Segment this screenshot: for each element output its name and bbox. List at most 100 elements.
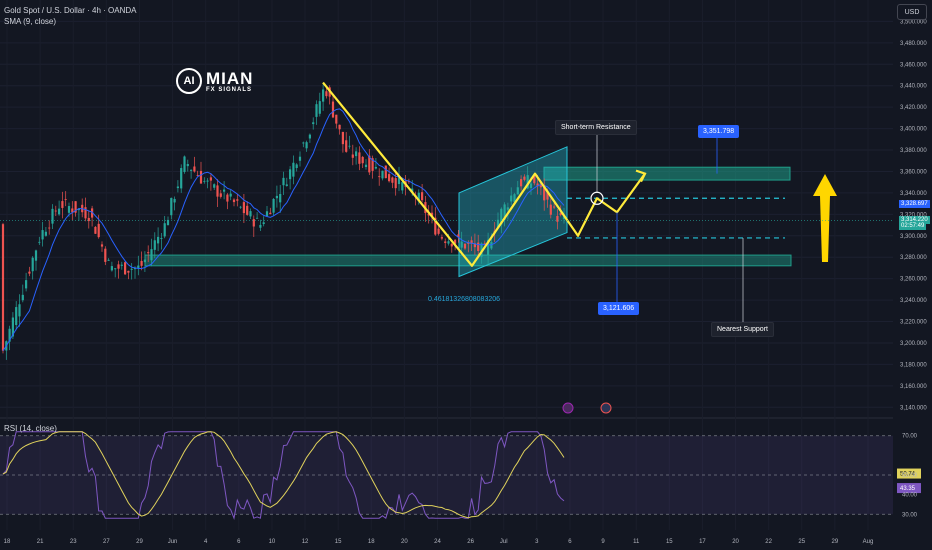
price-tick-label: 3,480.000	[900, 41, 927, 47]
candle-body	[265, 211, 269, 217]
candles	[1, 84, 566, 360]
candle-body	[28, 271, 31, 274]
candle-body	[322, 89, 325, 102]
candle-body	[562, 216, 566, 219]
candle-body	[120, 264, 123, 266]
candle-body	[180, 168, 183, 189]
price-tick-label: 3,380.000	[900, 148, 927, 154]
logo-badge: AI	[176, 68, 202, 94]
candle-body	[110, 266, 113, 271]
candle-body	[454, 239, 457, 244]
target-low-label: 3,121.606	[598, 302, 640, 315]
candle-body	[196, 174, 199, 176]
candle-body	[529, 183, 533, 188]
candle-body	[269, 212, 272, 215]
price-tick-label: 3,420.000	[900, 105, 927, 111]
candle-body	[193, 166, 196, 172]
candle-body	[559, 212, 562, 215]
candle-body	[206, 180, 209, 182]
event-icon	[562, 402, 574, 414]
candle-body	[450, 243, 453, 247]
candle-body	[190, 169, 193, 171]
candle-body	[229, 193, 232, 197]
rsi-value-tag: 43.35	[897, 483, 921, 494]
price-tick-label: 3,360.000	[900, 169, 927, 175]
resistance-callout: Short-term Resistance	[555, 120, 637, 135]
resistance-zone	[543, 166, 791, 181]
candle-body	[239, 206, 242, 208]
time-tick-label: 15	[666, 539, 673, 545]
candle-body	[153, 240, 156, 250]
us-flag-icon	[600, 402, 612, 414]
candle-body	[203, 180, 206, 182]
candle-body	[282, 177, 285, 186]
candle-body	[407, 181, 410, 183]
candle-body	[183, 156, 186, 172]
candle-body	[259, 224, 262, 228]
candle-body	[275, 195, 278, 199]
candle-body	[510, 195, 513, 202]
candle-body	[378, 176, 381, 178]
time-tick-label: Jul	[500, 539, 508, 545]
time-tick-label: 24	[434, 539, 441, 545]
candle-body	[8, 328, 11, 342]
candle-body	[302, 142, 305, 144]
candle-body	[163, 223, 166, 237]
price-tick-label: 3,180.000	[900, 362, 927, 368]
price-tick-label: 3,220.000	[900, 320, 927, 326]
candle-body	[160, 237, 163, 239]
candle-body	[124, 262, 127, 275]
candle-body	[496, 219, 500, 228]
candle-body	[67, 206, 71, 213]
time-tick-label: 26	[467, 539, 474, 545]
candle-body	[41, 230, 44, 240]
candle-body	[94, 226, 97, 234]
candle-body	[391, 177, 394, 183]
candle-body	[341, 131, 344, 145]
candle-body	[447, 241, 450, 244]
time-tick-label: 15	[335, 539, 342, 545]
time-tick-label: 23	[70, 539, 77, 545]
candle-body	[54, 210, 57, 212]
rsi-tick-label: 40.00	[902, 493, 918, 499]
candle-body	[170, 197, 173, 216]
candle-body	[345, 140, 348, 152]
candle-body	[553, 206, 556, 208]
candle-body	[51, 208, 54, 224]
candle-body	[236, 199, 239, 201]
candle-body	[272, 198, 275, 213]
candle-body	[477, 242, 480, 251]
sma-indicator-label[interactable]: SMA (9, close)	[4, 17, 57, 26]
price-tick-label: 3,240.000	[900, 298, 927, 304]
time-tick-label: 6	[568, 539, 572, 545]
candle-body	[427, 213, 430, 216]
price-tick-label: 3,200.000	[900, 341, 927, 347]
candle-body	[223, 189, 226, 192]
fib-level-label: 0.46181326808083206	[428, 296, 501, 303]
candle-body	[143, 259, 146, 263]
rsi-value-tag-bg	[897, 468, 921, 479]
candle-body	[157, 236, 160, 244]
candle-body	[216, 185, 219, 197]
rsi-indicator-label[interactable]: RSI (14, close)	[4, 424, 57, 433]
symbol-title[interactable]: Gold Spot / U.S. Dollar · 4h · OANDA	[4, 6, 137, 15]
candle-body	[397, 176, 401, 185]
candle-body	[437, 228, 440, 234]
candle-body	[25, 280, 28, 289]
time-tick-label: 27	[103, 539, 110, 545]
candle-body	[58, 208, 61, 215]
sma-line	[2, 108, 565, 351]
candle-body	[401, 182, 404, 191]
currency-button[interactable]: USD	[897, 4, 927, 20]
candle-body	[460, 241, 463, 248]
candle-body	[361, 156, 364, 164]
candle-body	[503, 204, 506, 220]
price-tick-label: 3,400.000	[900, 127, 927, 133]
time-tick-label: 20	[401, 539, 408, 545]
candle-body	[34, 250, 38, 261]
price-tick-label: 3,300.000	[900, 234, 927, 240]
target-high-label: 3,351.798	[698, 125, 740, 138]
candle-body	[335, 114, 338, 124]
candle-body	[533, 175, 536, 184]
